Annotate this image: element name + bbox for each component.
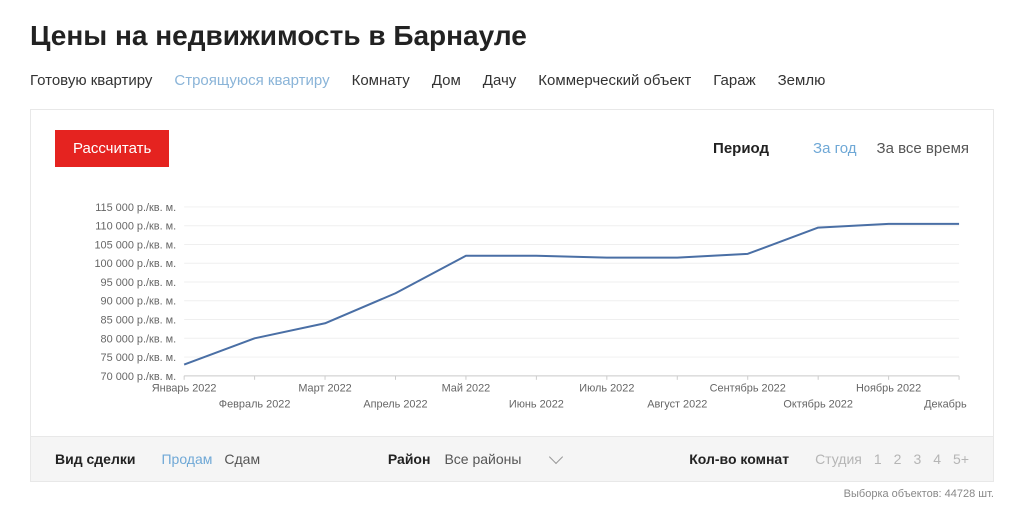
page-title: Цены на недвижимость в Барнауле — [30, 20, 994, 52]
tab-property-type[interactable]: Готовую квартиру — [30, 72, 152, 89]
svg-text:110 000 р./кв. м.: 110 000 р./кв. м. — [95, 221, 176, 233]
tab-property-type[interactable]: Землю — [778, 72, 826, 89]
svg-text:Апрель 2022: Апрель 2022 — [363, 399, 427, 411]
chevron-down-icon — [549, 449, 563, 463]
svg-text:115 000 р./кв. м.: 115 000 р./кв. м. — [95, 202, 176, 214]
svg-text:70 000 р./кв. м.: 70 000 р./кв. м. — [101, 371, 177, 383]
district-value: Все районы — [444, 451, 521, 467]
deal-option[interactable]: Сдам — [224, 451, 260, 467]
svg-text:Декабрь 2022: Декабрь 2022 — [924, 399, 969, 411]
svg-text:100 000 р./кв. м.: 100 000 р./кв. м. — [94, 258, 176, 270]
tab-property-type[interactable]: Гараж — [713, 72, 755, 89]
room-option[interactable]: 5+ — [953, 451, 969, 467]
filter-bar: Вид сделки Продам Сдам Район Все районы К… — [30, 437, 994, 482]
rooms-label: Кол-во комнат — [689, 451, 789, 467]
period-selector: Период За год За все время — [713, 140, 969, 157]
room-option[interactable]: 2 — [894, 451, 902, 467]
svg-text:Май 2022: Май 2022 — [442, 383, 491, 395]
room-option[interactable]: 3 — [913, 451, 921, 467]
svg-text:85 000 р./кв. м.: 85 000 р./кв. м. — [101, 315, 177, 327]
deal-option[interactable]: Продам — [161, 451, 212, 467]
svg-text:105 000 р./кв. м.: 105 000 р./кв. м. — [94, 239, 176, 251]
tab-property-type[interactable]: Дачу — [483, 72, 517, 89]
svg-text:80 000 р./кв. м.: 80 000 р./кв. м. — [101, 333, 177, 345]
deal-type-group: Вид сделки Продам Сдам — [55, 451, 260, 467]
district-dropdown[interactable]: Все районы — [444, 451, 561, 467]
tab-property-type[interactable]: Коммерческий объект — [538, 72, 691, 89]
svg-text:Июнь 2022: Июнь 2022 — [509, 399, 564, 411]
period-option[interactable]: За все время — [877, 140, 969, 157]
sample-note: Выборка объектов: 44728 шт. — [30, 488, 994, 500]
svg-text:Август 2022: Август 2022 — [647, 399, 707, 411]
district-group: Район Все районы — [388, 451, 562, 467]
price-chart: 70 000 р./кв. м. 75 000 р./кв. м. 80 000 р… — [55, 197, 969, 426]
svg-text:75 000 р./кв. м.: 75 000 р./кв. м. — [101, 352, 177, 364]
rooms-group: Кол-во комнат Студия 1234 5+ — [689, 451, 969, 467]
room-option[interactable]: Студия — [815, 451, 862, 467]
svg-text:Октябрь 2022: Октябрь 2022 — [783, 399, 853, 411]
tab-property-type[interactable]: Дом — [432, 72, 461, 89]
svg-text:Март 2022: Март 2022 — [298, 383, 351, 395]
deal-type-label: Вид сделки — [55, 451, 135, 467]
svg-text:Февраль 2022: Февраль 2022 — [219, 399, 291, 411]
svg-text:Сентябрь 2022: Сентябрь 2022 — [710, 383, 786, 395]
property-type-tabs: Готовую квартиру Строящуюся квартиру Комна… — [30, 72, 994, 89]
tab-property-type[interactable]: Комнату — [352, 72, 410, 89]
period-label: Период — [713, 140, 769, 157]
svg-text:Июль 2022: Июль 2022 — [579, 383, 634, 395]
room-option[interactable]: 4 — [933, 451, 941, 467]
period-option[interactable]: За год — [813, 140, 856, 157]
room-option[interactable]: 1 — [874, 451, 882, 467]
chart-card: Рассчитать Период За год За все время 70 … — [30, 109, 994, 437]
svg-text:95 000 р./кв. м.: 95 000 р./кв. м. — [101, 277, 177, 289]
district-label: Район — [388, 451, 431, 467]
calculate-button[interactable]: Рассчитать — [55, 130, 169, 167]
svg-text:Ноябрь 2022: Ноябрь 2022 — [856, 383, 921, 395]
tab-property-type[interactable]: Строящуюся квартиру — [174, 72, 329, 89]
svg-text:Январь 2022: Январь 2022 — [152, 383, 217, 395]
svg-text:90 000 р./кв. м.: 90 000 р./кв. м. — [101, 296, 177, 308]
